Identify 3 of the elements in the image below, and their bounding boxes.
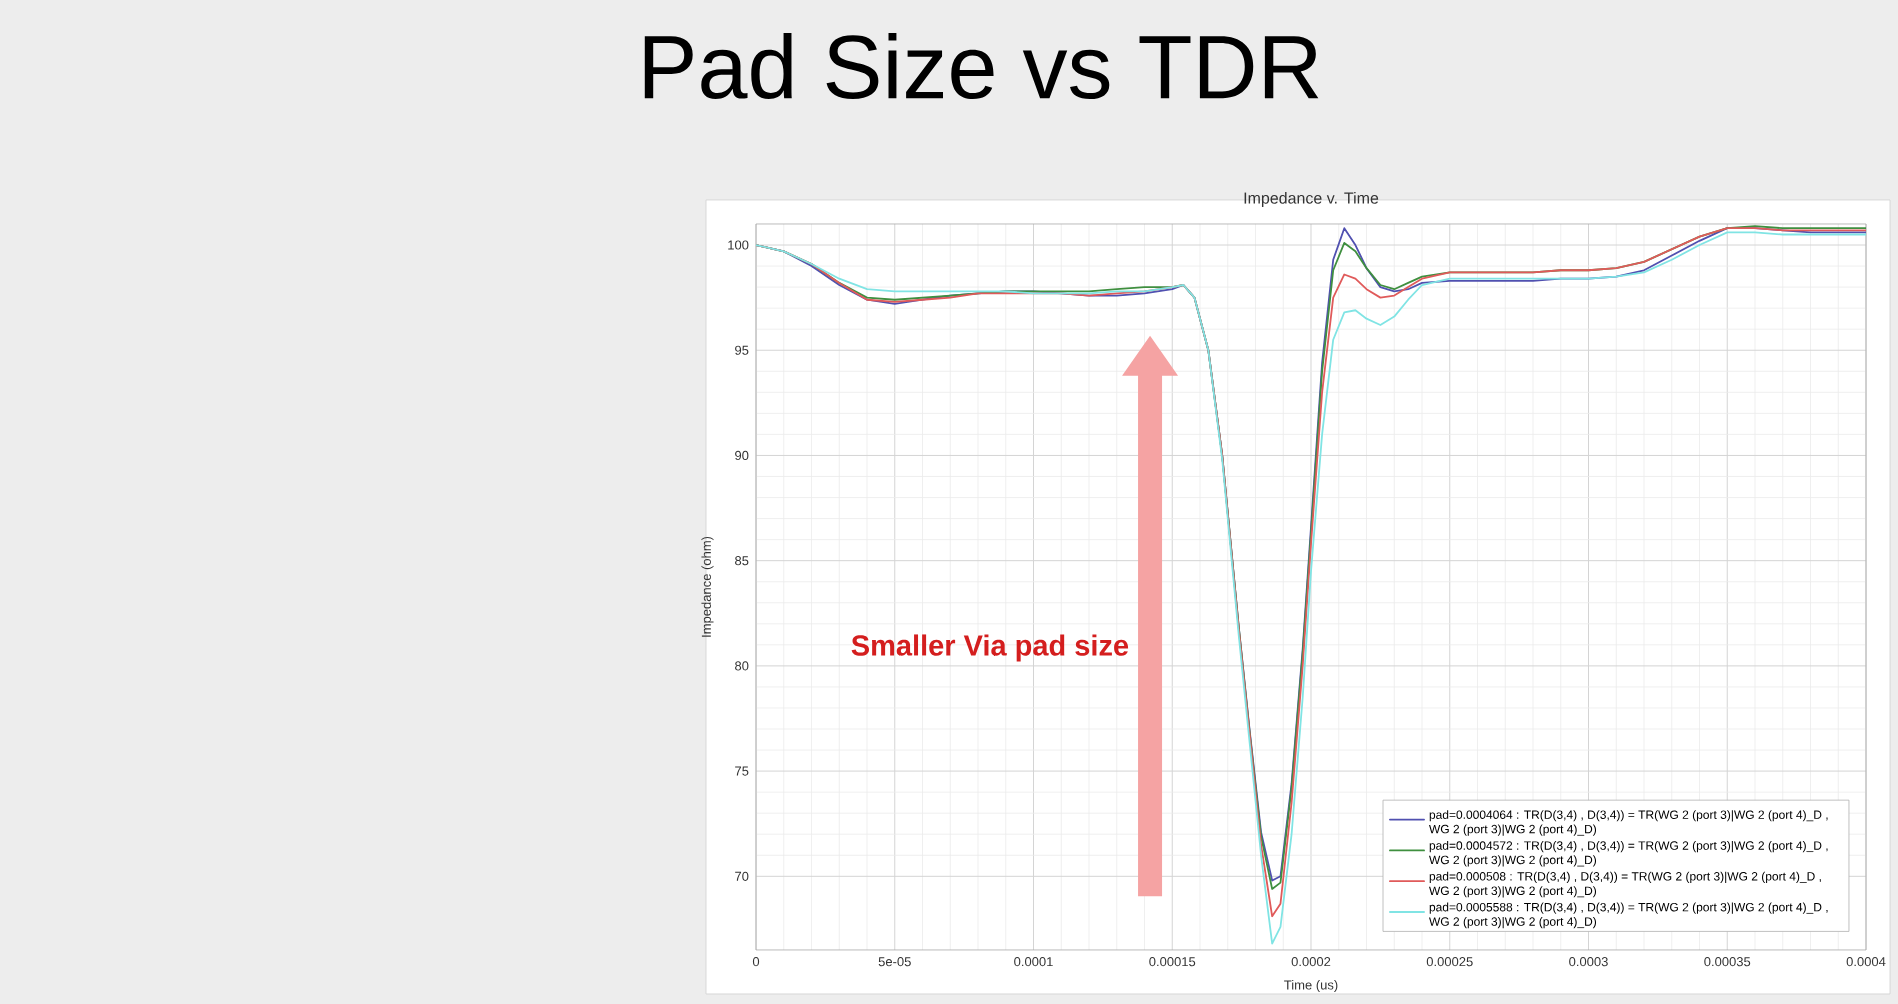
chart-title: Pad Size vs TDR xyxy=(644,32,1319,100)
chart-subtitle: Impedance v. Time xyxy=(1244,191,1379,207)
annotation: Smaller Via pad size xyxy=(851,634,1129,662)
